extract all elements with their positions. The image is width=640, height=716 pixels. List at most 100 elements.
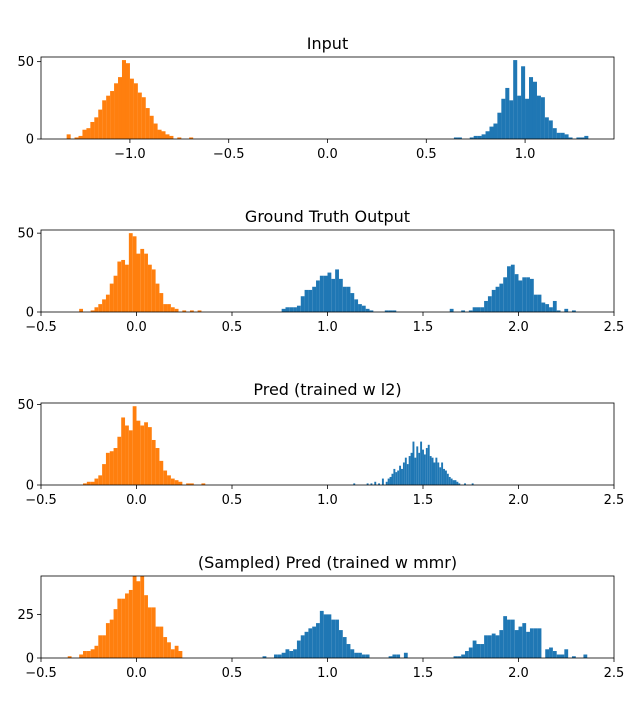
- x-tick-label: 0.0: [126, 666, 147, 681]
- histogram-bar: [441, 462, 444, 485]
- histogram-bar: [277, 654, 282, 658]
- histogram-bar: [174, 480, 179, 485]
- histogram-bar: [410, 452, 413, 485]
- histogram-bar: [521, 66, 526, 139]
- histogram-bar: [151, 439, 156, 485]
- histogram-bar: [79, 308, 84, 312]
- histogram-bar: [505, 87, 510, 139]
- histogram-bar: [274, 654, 278, 658]
- histogram-bar: [331, 278, 336, 312]
- x-tick-label: −0.5: [25, 320, 57, 335]
- histogram-bar: [369, 310, 374, 312]
- histogram-bar: [153, 123, 158, 139]
- histogram-bar: [308, 289, 313, 312]
- histogram-bar: [323, 614, 328, 658]
- x-tick-label: 0.0: [126, 493, 147, 508]
- series-1: [67, 576, 183, 658]
- y-tick-label: 0: [26, 133, 34, 148]
- x-tick-label: 1.0: [317, 666, 338, 681]
- histogram-bar: [262, 656, 267, 658]
- histogram-bar: [312, 626, 317, 658]
- histogram-bar: [443, 468, 445, 485]
- histogram-bar: [141, 97, 146, 139]
- histogram-bar: [316, 280, 320, 312]
- histogram-bar: [102, 635, 106, 658]
- x-tick-label: −1.0: [114, 147, 146, 162]
- histogram-bar: [167, 475, 171, 485]
- histogram-bar: [416, 446, 419, 485]
- series-2: [281, 264, 576, 312]
- chart-title: Input: [307, 34, 348, 53]
- histogram-bar: [125, 264, 129, 312]
- histogram-bar: [118, 77, 123, 139]
- x-tick-label: 1.0: [317, 493, 338, 508]
- y-tick-label: 25: [17, 608, 34, 623]
- histogram-bar: [132, 406, 137, 485]
- histogram-bar: [476, 644, 481, 658]
- histogram-bar: [319, 610, 324, 658]
- subplot-2: Ground Truth Output −0.5 0.0 0.5 1.0 1.5 2.0 2.…: [17, 207, 624, 335]
- histogram-bar: [552, 300, 557, 312]
- histogram-bar: [308, 628, 313, 658]
- histogram-bar: [571, 310, 576, 312]
- histogram-bar: [414, 457, 417, 485]
- histogram-bar: [178, 651, 183, 658]
- histogram-bar: [121, 259, 126, 312]
- histogram-bar: [480, 307, 485, 312]
- histogram-bar: [167, 642, 171, 658]
- histogram-bar: [327, 614, 332, 658]
- histogram-bar: [178, 481, 183, 485]
- histogram-bar: [346, 644, 351, 658]
- histogram-bar: [469, 137, 474, 139]
- histogram-bar: [552, 651, 557, 658]
- histogram-bar: [197, 310, 202, 312]
- histogram-bar: [556, 654, 561, 658]
- histogram-bar: [461, 654, 466, 658]
- histogram-bar: [452, 480, 455, 485]
- histogram-bar: [319, 275, 324, 312]
- histogram-bar: [144, 422, 148, 485]
- histogram-bar: [74, 137, 79, 139]
- x-tick-label: 0.5: [222, 320, 243, 335]
- x-tick-label: −0.5: [25, 493, 57, 508]
- histogram-bar: [468, 647, 473, 658]
- histogram-bar: [128, 430, 133, 485]
- histogram-bar: [365, 654, 370, 658]
- histogram-bar: [439, 467, 442, 485]
- histogram-bar: [503, 277, 508, 312]
- histogram-bar: [86, 128, 91, 139]
- histogram-bar: [106, 95, 111, 139]
- histogram-bar: [529, 278, 534, 312]
- histogram-bar: [433, 462, 436, 485]
- histogram-bar: [140, 576, 145, 658]
- histogram-bar: [552, 128, 557, 139]
- histogram-bar: [518, 280, 523, 312]
- histogram-bar: [316, 623, 320, 658]
- x-tick-label: 0.0: [126, 320, 147, 335]
- histogram-bar: [358, 652, 362, 658]
- histogram-bar: [346, 286, 351, 312]
- histogram-bar: [133, 83, 138, 139]
- histogram-bar: [384, 310, 389, 312]
- x-tick-label: 2.0: [508, 493, 529, 508]
- histogram-bar: [102, 100, 107, 139]
- histogram-bar: [293, 307, 297, 312]
- histogram-bar: [560, 132, 565, 139]
- histogram-bar: [370, 483, 373, 485]
- histogram-bar: [358, 304, 362, 312]
- histogram-bar: [121, 417, 126, 485]
- histogram-bar: [493, 123, 498, 139]
- histogram-bar: [472, 307, 477, 312]
- histogram-bar: [312, 286, 317, 312]
- histogram-bar: [514, 274, 519, 312]
- histogram-bar: [128, 589, 133, 658]
- histogram-bar: [509, 100, 514, 139]
- histogram-bar: [453, 137, 458, 139]
- histogram-bar: [507, 266, 511, 312]
- histogram-bar: [392, 654, 397, 658]
- histogram-bar: [90, 649, 95, 658]
- histogram-bar: [453, 656, 458, 658]
- histogram-bar: [556, 310, 561, 312]
- histogram-bar: [151, 607, 156, 658]
- histogram-bar: [163, 470, 168, 485]
